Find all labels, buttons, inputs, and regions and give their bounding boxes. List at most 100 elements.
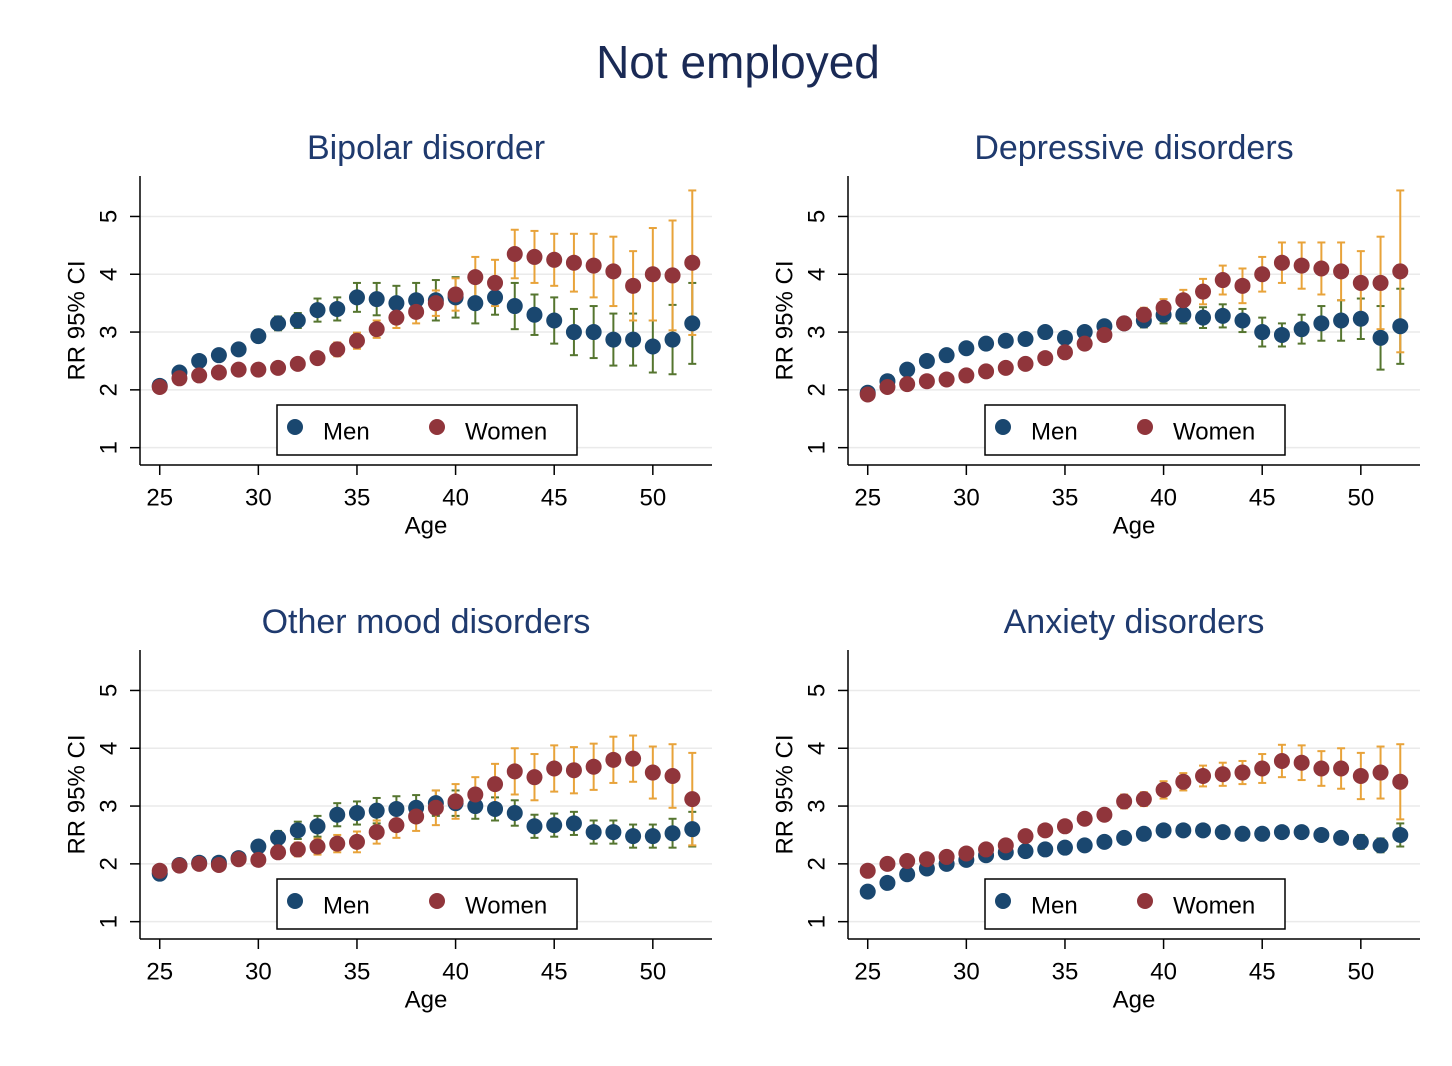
point — [1017, 828, 1034, 845]
point — [684, 791, 701, 808]
legend-marker — [995, 893, 1011, 909]
point — [1313, 760, 1330, 777]
point — [1333, 312, 1350, 329]
point — [958, 340, 975, 357]
point — [171, 370, 188, 387]
point — [427, 799, 444, 816]
legend-box — [984, 404, 1286, 456]
point — [997, 837, 1014, 854]
legend-label: Women — [1173, 892, 1255, 919]
point — [625, 331, 642, 348]
point — [879, 874, 896, 891]
point — [230, 851, 247, 868]
y-tick-label: 3 — [803, 799, 830, 812]
legend-box — [276, 878, 578, 930]
point — [1195, 309, 1212, 326]
point — [565, 762, 582, 779]
x-tick-label: 25 — [854, 484, 881, 511]
point — [664, 331, 681, 348]
x-tick-label: 35 — [344, 484, 371, 511]
point — [997, 359, 1014, 376]
point — [191, 352, 208, 369]
point — [918, 352, 935, 369]
point — [1234, 825, 1251, 842]
point — [1175, 292, 1192, 309]
point — [506, 804, 523, 821]
point — [348, 833, 365, 850]
point — [270, 315, 287, 332]
point — [388, 295, 405, 312]
point — [978, 363, 995, 380]
point — [958, 367, 975, 384]
point — [210, 364, 227, 381]
point — [644, 338, 661, 355]
point — [958, 845, 975, 862]
point — [1037, 324, 1054, 341]
panel-title: Other mood disorders — [262, 603, 591, 641]
point — [191, 855, 208, 872]
legend-label: Women — [465, 892, 547, 919]
point — [605, 824, 622, 841]
panel-title: Anxiety disorders — [1004, 603, 1265, 641]
point — [585, 824, 602, 841]
point — [1037, 841, 1054, 858]
x-axis-label: Age — [405, 512, 448, 539]
point — [1333, 829, 1350, 846]
point — [388, 817, 405, 834]
point — [191, 367, 208, 384]
y-tick-label: 1 — [803, 915, 830, 928]
point — [546, 817, 563, 834]
point — [644, 266, 661, 283]
x-tick-label: 35 — [344, 958, 371, 985]
point — [1234, 312, 1251, 329]
point — [1076, 324, 1093, 341]
point — [1352, 274, 1369, 291]
legend-marker — [287, 419, 303, 435]
point — [1313, 826, 1330, 843]
point — [1037, 350, 1054, 367]
point — [388, 309, 405, 326]
point — [348, 289, 365, 306]
point — [1175, 773, 1192, 790]
point — [899, 376, 916, 393]
point — [467, 269, 484, 286]
y-tick-label: 1 — [95, 441, 122, 454]
point — [250, 838, 267, 855]
x-tick-label: 45 — [1249, 958, 1276, 985]
point — [664, 267, 681, 284]
point — [585, 257, 602, 274]
point — [1234, 277, 1251, 294]
point — [487, 776, 504, 793]
point — [1116, 793, 1133, 810]
x-tick-label: 50 — [1347, 484, 1374, 511]
x-tick-label: 30 — [953, 958, 980, 985]
y-tick-label: 2 — [803, 857, 830, 870]
point — [1076, 335, 1093, 352]
point — [309, 838, 326, 855]
legend-box — [276, 404, 578, 456]
point — [1234, 764, 1251, 781]
x-tick-label: 25 — [854, 958, 881, 985]
point — [978, 841, 995, 858]
panel-title: Depressive disorders — [974, 129, 1293, 167]
point — [1175, 822, 1192, 839]
point — [526, 248, 543, 265]
point — [408, 292, 425, 309]
point — [1155, 781, 1172, 798]
point — [605, 751, 622, 768]
legend-marker — [429, 419, 445, 435]
point — [879, 855, 896, 872]
point — [1372, 274, 1389, 291]
point — [879, 378, 896, 395]
point — [230, 361, 247, 378]
point — [1155, 822, 1172, 839]
point — [1352, 768, 1369, 785]
point — [467, 798, 484, 815]
x-axis-label: Age — [1113, 512, 1156, 539]
point — [1254, 825, 1271, 842]
point — [309, 302, 326, 319]
point — [1333, 263, 1350, 280]
point — [938, 347, 955, 364]
x-tick-label: 30 — [245, 484, 272, 511]
